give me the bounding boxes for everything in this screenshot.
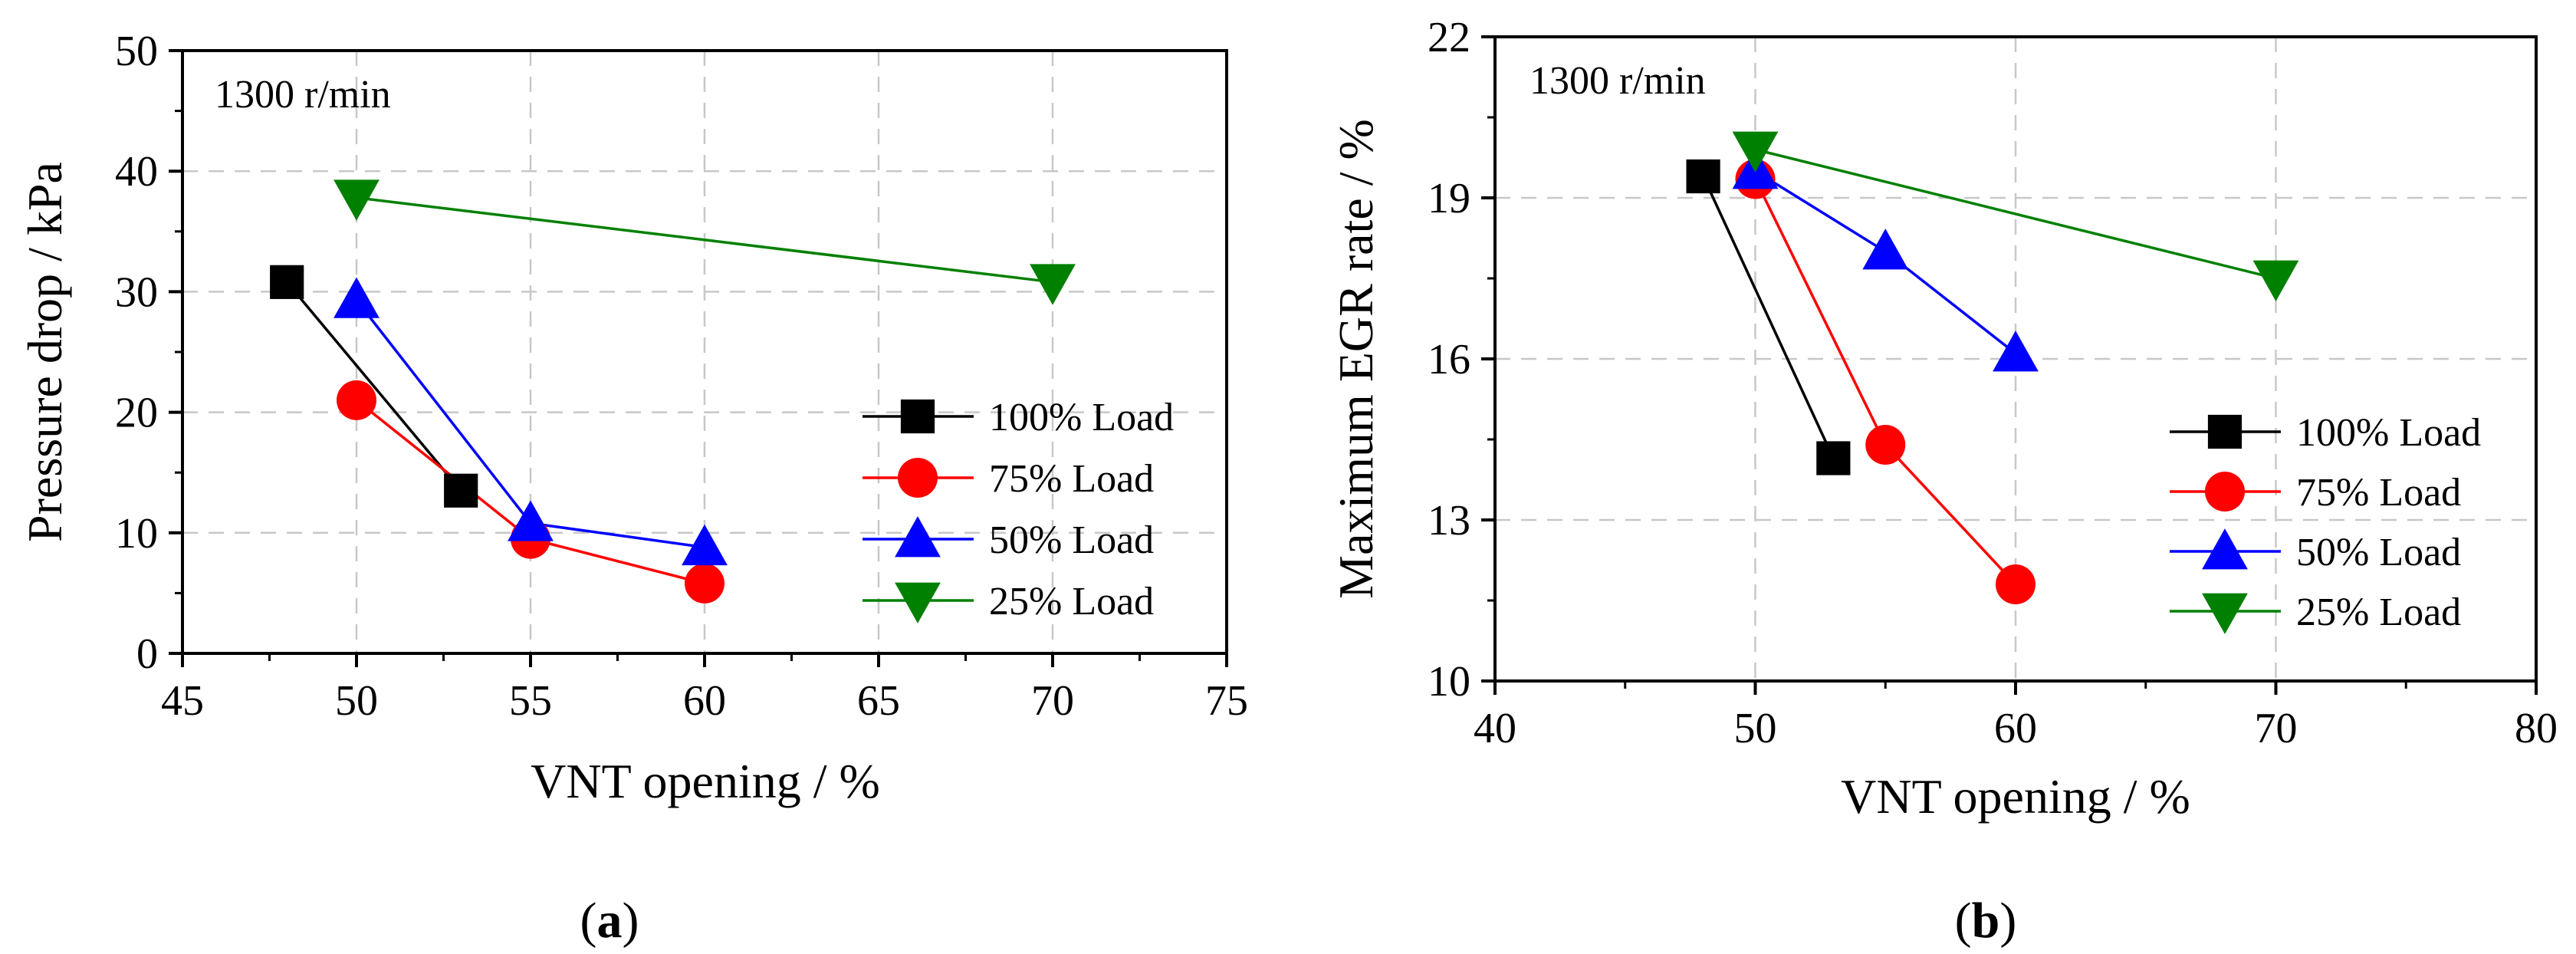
legend-label: 75% Load — [2296, 471, 2461, 515]
panel-letter: a — [597, 893, 623, 949]
y-tick-label: 19 — [1428, 175, 1470, 222]
data-point — [444, 473, 478, 508]
y-tick-label: 20 — [115, 390, 158, 437]
speed-annotation: 1300 r/min — [1530, 59, 1706, 103]
x-tick-label: 65 — [857, 677, 900, 725]
legend-label: 50% Load — [989, 518, 1154, 562]
y-tick-label: 50 — [115, 28, 158, 75]
x-axis-label: VNT opening / % — [531, 754, 880, 808]
legend-marker — [895, 582, 941, 623]
legend-label: 25% Load — [2296, 590, 2461, 634]
data-point — [1996, 564, 2036, 604]
series-line — [356, 196, 1053, 284]
data-point — [1686, 159, 1720, 194]
panel-letter: b — [1972, 893, 2000, 949]
x-tick-label: 75 — [1205, 677, 1248, 725]
x-tick-label: 70 — [2255, 705, 2298, 752]
chart-panel-b: 40 50 60 70 80 10 13 16 19 22 VNT opening / % Maxim… — [1329, 14, 2558, 949]
data-point — [1030, 264, 1076, 305]
x-tick-label: 40 — [1474, 705, 1516, 752]
series-line — [285, 281, 462, 492]
legend-marker — [2207, 414, 2242, 449]
y-axis-label: Pressure drop / kPa — [18, 162, 72, 542]
legend: 100% Load 75% Load 50% Load 25% Load — [2170, 411, 2481, 634]
series-line — [1755, 148, 2276, 280]
data-point — [337, 380, 376, 420]
data-point — [2252, 260, 2299, 301]
x-tick-label: 45 — [161, 677, 204, 725]
x-tick-label: 80 — [2515, 705, 2558, 752]
legend-marker — [898, 458, 938, 498]
y-axis-label: Maximum EGR rate / % — [1329, 119, 1383, 599]
data-point — [508, 500, 554, 541]
x-tick-label: 60 — [683, 677, 726, 725]
speed-annotation: 1300 r/min — [215, 73, 391, 117]
y-tick-label: 10 — [115, 510, 158, 558]
y-tick-label: 13 — [1428, 497, 1470, 544]
data-point — [1862, 229, 1909, 270]
data-point — [270, 265, 304, 299]
legend-marker — [2205, 472, 2245, 512]
y-tick-label: 10 — [1428, 658, 1470, 706]
legend-label: 100% Load — [989, 396, 1174, 439]
y-tick-label: 16 — [1428, 336, 1470, 383]
data-point — [334, 277, 380, 318]
x-tick-label: 50 — [1734, 705, 1777, 752]
legend-label: 50% Load — [2296, 531, 2461, 574]
y-tick-label: 40 — [115, 148, 158, 196]
y-tick-label: 0 — [136, 630, 158, 678]
data-point — [1865, 425, 1906, 465]
x-tick-label: 55 — [509, 677, 552, 725]
x-axis-label: VNT opening / % — [1841, 769, 2190, 824]
data-point — [334, 179, 380, 221]
y-tick-label: 30 — [115, 268, 158, 316]
data-point — [685, 563, 724, 604]
legend-marker — [895, 516, 941, 558]
legend-marker — [2202, 593, 2248, 634]
legend-marker — [900, 399, 935, 434]
legend-label: 100% Load — [2296, 411, 2481, 455]
y-tick-label: 22 — [1428, 14, 1470, 61]
data-point — [1732, 131, 1779, 173]
data-point — [1816, 441, 1851, 475]
x-tick-label: 70 — [1031, 677, 1074, 725]
panel-label: (b) — [1955, 893, 2017, 949]
chart-panel-a: 45 50 55 60 65 70 75 0 10 20 30 40 50 VNT opening / %… — [18, 28, 1248, 949]
legend-label: 75% Load — [989, 457, 1154, 501]
series-line — [1702, 176, 1835, 459]
x-tick-label: 50 — [335, 677, 378, 725]
panel-label: (a) — [580, 893, 639, 949]
x-tick-label: 60 — [1994, 705, 2037, 752]
legend-marker — [2202, 528, 2248, 570]
legend: 100% Load 75% Load 50% Load 25% Load — [863, 396, 1174, 623]
data-point — [682, 524, 728, 566]
legend-label: 25% Load — [989, 580, 1154, 623]
data-point — [1993, 331, 2039, 372]
